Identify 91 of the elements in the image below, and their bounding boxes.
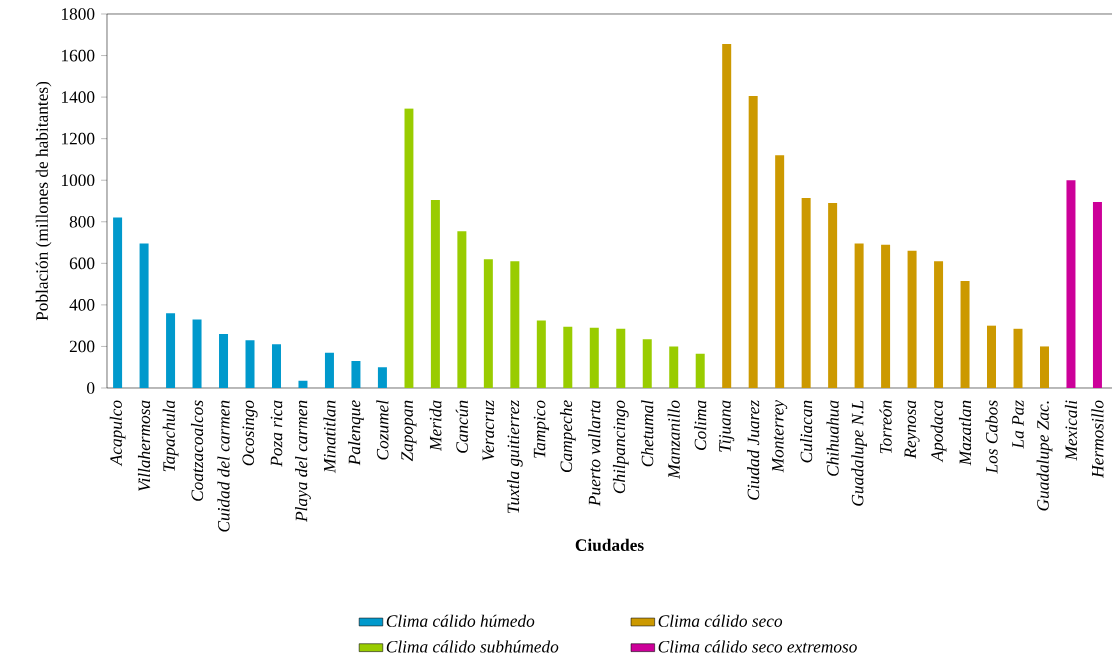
legend-label: Clima cálido subhúmedo bbox=[386, 640, 559, 653]
x-tick-label: Ocosingo bbox=[242, 400, 258, 466]
legend-label: Clima cálido seco bbox=[658, 614, 783, 627]
x-tick-label: Cuidad del carmen bbox=[217, 400, 230, 532]
bar bbox=[907, 250, 917, 388]
bar bbox=[1039, 346, 1049, 388]
bar bbox=[748, 96, 758, 388]
bar bbox=[536, 320, 546, 388]
x-tick-label: Chetumal bbox=[641, 400, 654, 467]
y-tick-label: 1800 bbox=[61, 8, 95, 20]
x-tick-label: Guadalupe Zac. bbox=[1036, 401, 1053, 511]
y-tick-label: 1400 bbox=[61, 91, 95, 103]
bar bbox=[351, 360, 361, 388]
bar bbox=[775, 155, 785, 388]
x-tick-label: Torreón bbox=[879, 400, 892, 454]
x-tick-label: Minatitlan bbox=[323, 400, 336, 474]
bar bbox=[1013, 328, 1023, 388]
bar bbox=[881, 244, 891, 388]
x-axis-title: Ciudades bbox=[575, 538, 644, 552]
x-tick-label: Culiacan bbox=[800, 400, 813, 463]
y-tick-label: 1200 bbox=[61, 132, 95, 145]
x-tick-label: Mazatlan bbox=[958, 400, 972, 466]
bar bbox=[589, 327, 599, 388]
y-tick-label: 800 bbox=[69, 215, 95, 228]
x-tick-label: Tapachula bbox=[162, 400, 179, 472]
x-tick-label: Veracruz bbox=[482, 400, 495, 461]
bar bbox=[483, 259, 493, 388]
bar bbox=[219, 333, 229, 388]
x-tick-label: Mexicali bbox=[1064, 400, 1078, 461]
bar bbox=[430, 199, 440, 388]
legend-label: Clima cálido húmedo bbox=[386, 614, 535, 627]
x-tick-label: Coatzacoalcos bbox=[190, 400, 204, 501]
x-tick-label: Cancún bbox=[455, 400, 468, 453]
x-tick-label: Tijuana bbox=[719, 400, 735, 452]
x-tick-label: Cozumel bbox=[376, 400, 389, 460]
bar bbox=[669, 346, 679, 388]
x-tick-label: Monterrey bbox=[772, 399, 788, 473]
bar bbox=[960, 280, 970, 388]
x-tick-label: Colima bbox=[694, 400, 707, 450]
bar bbox=[616, 328, 626, 388]
bar bbox=[457, 231, 467, 388]
y-tick-label: 600 bbox=[69, 257, 95, 270]
x-tick-label: Tuxtla guitierrez bbox=[506, 400, 523, 514]
x-tick-label: Manzanillo bbox=[667, 400, 680, 479]
x-tick-label: Ciudad Juarez bbox=[747, 400, 760, 500]
bar bbox=[377, 367, 387, 388]
legend-label: Clima cálido seco extremoso bbox=[658, 640, 857, 653]
x-tick-label: Villahermosa bbox=[137, 400, 151, 491]
bar bbox=[563, 326, 573, 388]
bar bbox=[1066, 180, 1076, 388]
x-tick-label: Hermosillo bbox=[1091, 400, 1104, 478]
bar bbox=[1092, 202, 1102, 388]
x-tick-label: Zapopan bbox=[401, 400, 417, 462]
y-axis-title: Población (millones de habitantes) bbox=[35, 81, 52, 321]
bar bbox=[510, 261, 520, 388]
x-tick-label: Puerto vallarta bbox=[588, 400, 601, 507]
x-tick-label: Chihuahua bbox=[826, 400, 839, 476]
x-tick-label: Campeche bbox=[559, 400, 576, 472]
bar bbox=[324, 352, 334, 388]
x-tick-label: Apodaca bbox=[930, 400, 947, 463]
bar bbox=[298, 380, 308, 388]
bar bbox=[828, 203, 838, 388]
y-tick-label: 1600 bbox=[61, 49, 95, 62]
bar bbox=[722, 44, 732, 388]
bar bbox=[271, 344, 281, 388]
x-tick-label: Chilpancingo bbox=[612, 400, 629, 494]
bar bbox=[695, 353, 705, 388]
bar bbox=[245, 340, 255, 388]
y-tick-label: 200 bbox=[69, 340, 95, 353]
bar bbox=[987, 325, 997, 388]
x-tick-label: Tampico bbox=[533, 400, 549, 458]
bar bbox=[139, 243, 149, 388]
x-tick-label: Palenque bbox=[348, 400, 364, 466]
bar bbox=[113, 217, 123, 388]
x-tick-label: Guadalupe N.L bbox=[851, 400, 867, 506]
x-tick-label: Los Cabos bbox=[985, 400, 998, 474]
bar bbox=[801, 197, 811, 388]
y-tick-label: 1000 bbox=[61, 174, 95, 187]
x-tick-label: Poza rica bbox=[270, 400, 283, 467]
y-tick-label: 400 bbox=[69, 299, 95, 311]
bar bbox=[854, 243, 864, 388]
x-tick-label: Merida bbox=[429, 400, 442, 452]
bar bbox=[934, 261, 944, 388]
bar bbox=[192, 319, 202, 388]
bar bbox=[642, 339, 652, 388]
x-tick-label: La Paz bbox=[1012, 400, 1024, 449]
x-tick-label: Reynosa bbox=[904, 400, 920, 459]
bar bbox=[166, 313, 176, 388]
x-tick-label: Acapulco bbox=[109, 400, 126, 467]
x-tick-label: Playa del carmen bbox=[295, 400, 311, 523]
y-tick-label: 0 bbox=[87, 382, 95, 394]
